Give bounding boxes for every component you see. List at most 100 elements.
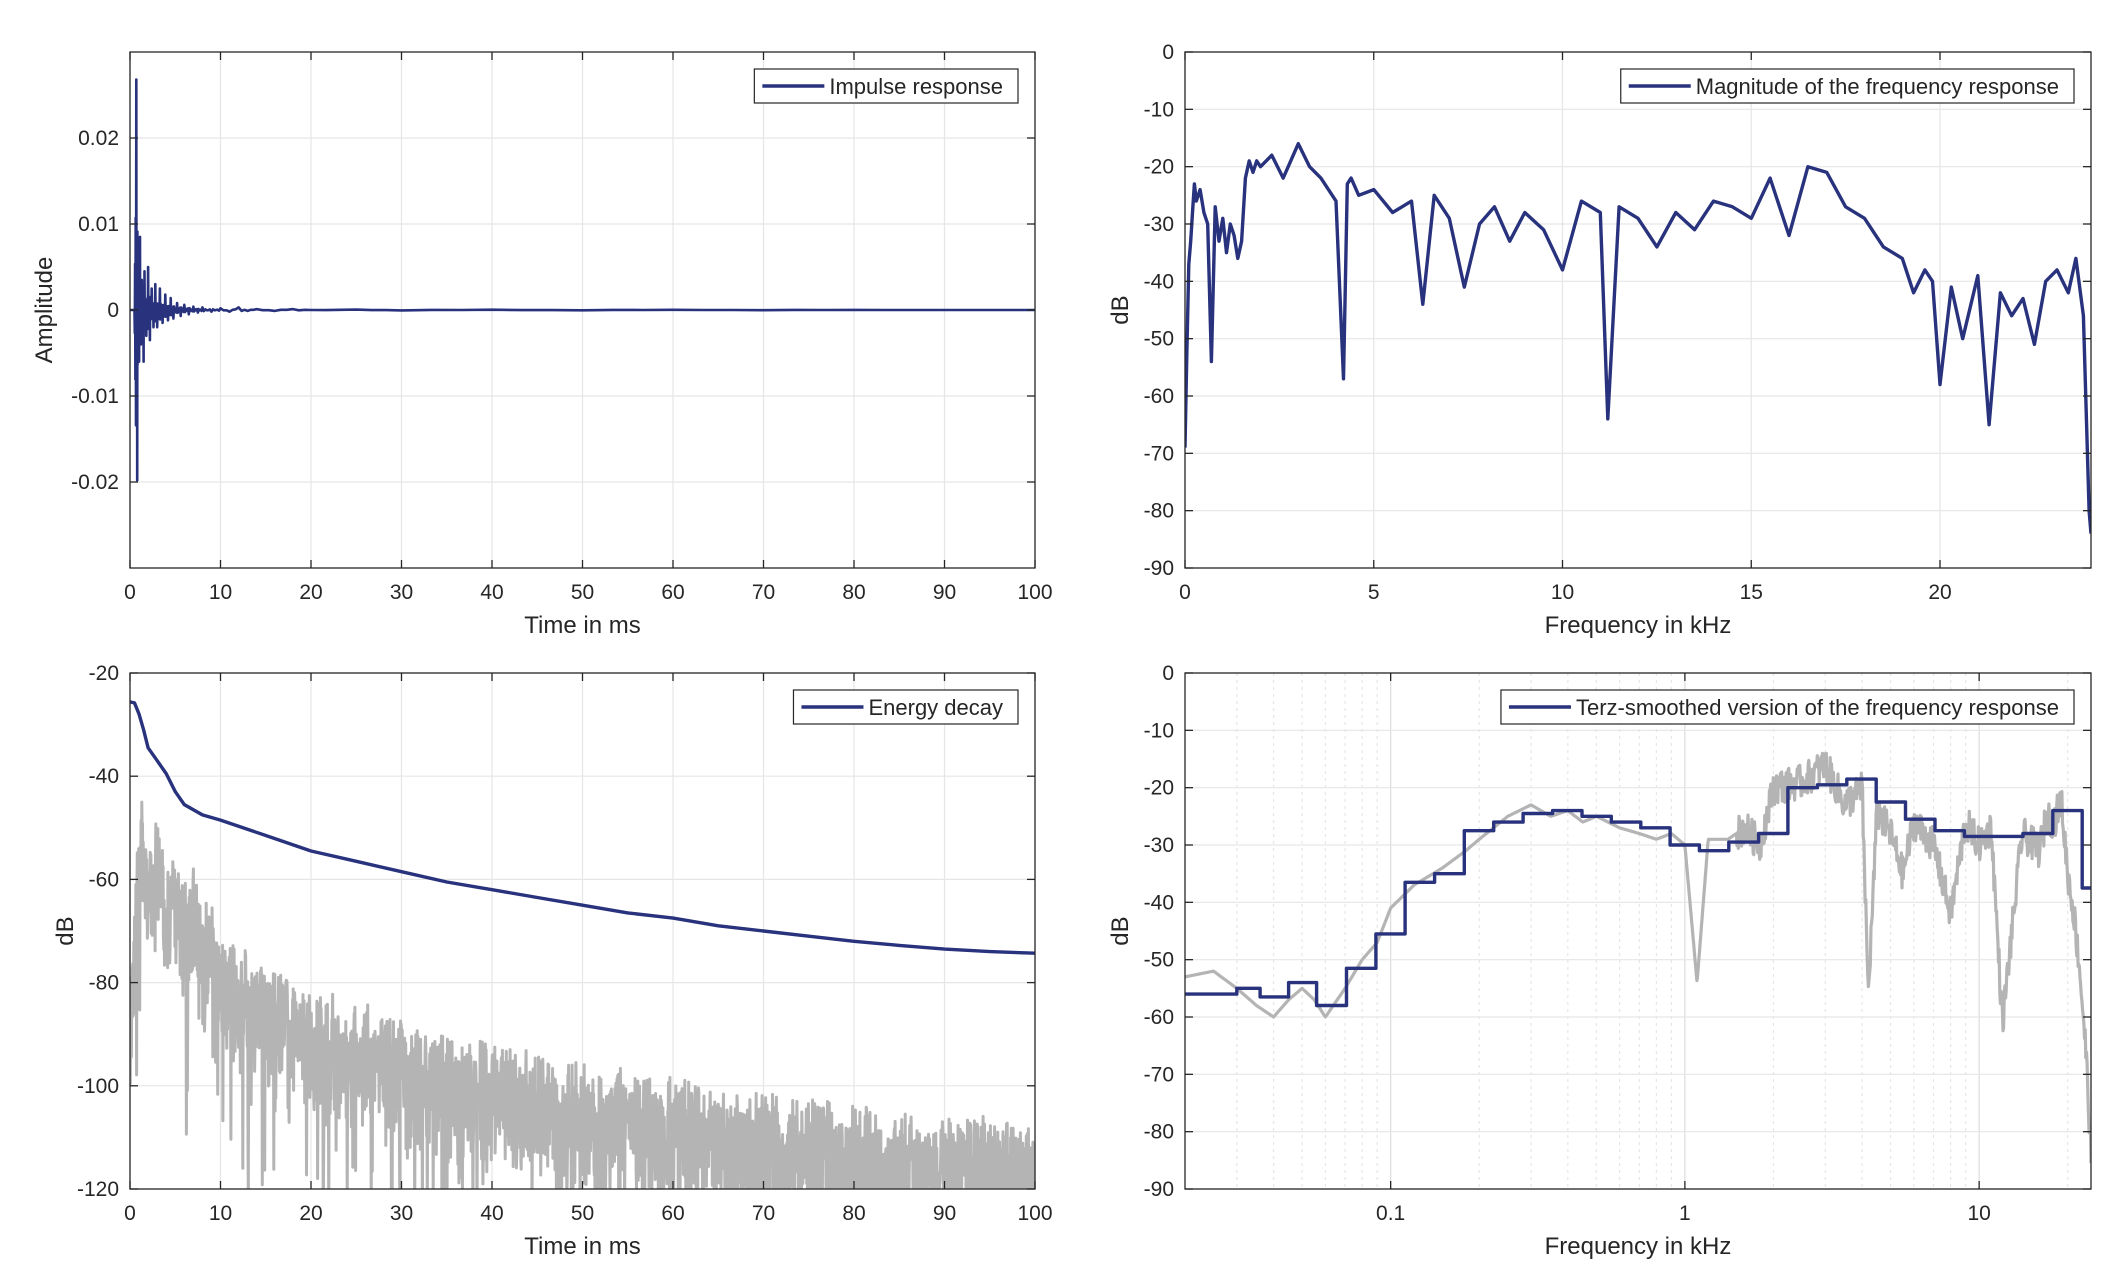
y-tick-label: 0.02 bbox=[78, 127, 119, 150]
series-line bbox=[130, 78, 1035, 482]
x-tick-label: 0 bbox=[124, 581, 136, 604]
x-tick-label: 20 bbox=[299, 581, 322, 604]
y-tick-label: 0 bbox=[1162, 662, 1174, 685]
x-tick-label: 20 bbox=[1928, 581, 1951, 604]
legend-label: Energy decay bbox=[868, 695, 1003, 720]
y-tick-label: -100 bbox=[77, 1075, 119, 1098]
ticks: 0 10 20 30 40 50 60 70 80 90 100 -0.02 -0.01 0 0.01 0.0… bbox=[71, 52, 1053, 604]
y-tick-label: -10 bbox=[1144, 719, 1174, 742]
y-tick-label: -50 bbox=[1144, 949, 1174, 972]
y-tick-label: -20 bbox=[1144, 777, 1174, 800]
legend-box bbox=[1620, 68, 2075, 104]
y-tick-label: -40 bbox=[1144, 891, 1174, 914]
y-tick-label: -90 bbox=[1144, 557, 1174, 580]
x-tick-label: 30 bbox=[390, 1202, 413, 1225]
ticks: 0 10 20 30 40 50 60 70 80 90 100 -20 -40 -60 -80 -100 -1… bbox=[77, 662, 1053, 1225]
x-axis-label: Frequency in kHz bbox=[1545, 1233, 1732, 1260]
y-tick-label: -30 bbox=[1144, 834, 1174, 857]
y-tick-label: -40 bbox=[89, 765, 119, 788]
series-layer bbox=[130, 78, 1035, 482]
legend-label: Impulse response bbox=[829, 74, 1003, 99]
legend-box bbox=[1500, 689, 2075, 725]
legend: Energy decay bbox=[792, 689, 1019, 725]
x-tick-label: 40 bbox=[480, 581, 503, 604]
x-tick-label: 10 bbox=[1967, 1202, 1990, 1225]
y-tick-label: -80 bbox=[1144, 500, 1174, 523]
y-tick-label: -30 bbox=[1144, 213, 1174, 236]
y-tick-label: -20 bbox=[89, 662, 119, 685]
x-tick-label: 0 bbox=[1179, 581, 1191, 604]
x-tick-label: 40 bbox=[480, 1202, 503, 1225]
terz-smoothed-response-panel: 0.1 1 10 0 -10 -20 -30 -40 -50 -60 -70 -80 -90 Freque… bbox=[1107, 662, 2092, 1260]
x-tick-label: 100 bbox=[1017, 581, 1052, 604]
x-axis-label: Time in ms bbox=[524, 612, 640, 639]
legend: Terz-smoothed version of the frequency r… bbox=[1500, 689, 2075, 725]
x-axis-label: Frequency in kHz bbox=[1545, 612, 1732, 639]
x-tick-label: 70 bbox=[752, 1202, 775, 1225]
axes-box bbox=[1184, 672, 2092, 1190]
y-tick-label: -90 bbox=[1144, 1178, 1174, 1201]
x-axis-label: Time in ms bbox=[524, 1233, 640, 1260]
y-tick-label: -20 bbox=[1144, 156, 1174, 179]
legend-label: Terz-smoothed version of the frequency r… bbox=[1576, 695, 2059, 720]
y-axis-label: dB bbox=[52, 916, 79, 945]
y-tick-label: -80 bbox=[89, 972, 119, 995]
x-tick-label: 50 bbox=[571, 581, 594, 604]
series-layer bbox=[130, 700, 1035, 1189]
y-tick-label: -10 bbox=[1144, 98, 1174, 121]
legend: Magnitude of the frequency response bbox=[1620, 68, 2075, 104]
energy-decay-panel: 0 10 20 30 40 50 60 70 80 90 100 -20 -40 -60 -80 -100 -1… bbox=[52, 662, 1053, 1260]
y-axis-label: dB bbox=[1107, 295, 1134, 324]
impulse-response-panel: 0 10 20 30 40 50 60 70 80 90 100 -0.02 -0.01 0 0.01 0.0… bbox=[31, 51, 1053, 639]
y-tick-label: -40 bbox=[1144, 270, 1174, 293]
legend-label: Magnitude of the frequency response bbox=[1696, 74, 2059, 99]
y-tick-label: -60 bbox=[1144, 1006, 1174, 1029]
x-tick-label: 100 bbox=[1017, 1202, 1052, 1225]
series-line bbox=[1185, 777, 2091, 1008]
y-tick-label: 0 bbox=[1162, 41, 1174, 64]
y-tick-label: 0 bbox=[107, 299, 119, 322]
raw-series-line bbox=[1185, 751, 2091, 1164]
x-tick-label: 70 bbox=[752, 581, 775, 604]
x-tick-label: 80 bbox=[842, 1202, 865, 1225]
ticks: 0 5 10 15 20 0 -10 -20 -30 -40 -50 -60 -70 -80 -90 bbox=[1144, 41, 2091, 604]
y-tick-label: -0.02 bbox=[71, 471, 119, 494]
y-tick-label: -70 bbox=[1144, 442, 1174, 465]
y-axis-label: dB bbox=[1107, 916, 1134, 945]
y-axis-label: Amplitude bbox=[31, 257, 58, 364]
x-tick-label: 0.1 bbox=[1376, 1202, 1405, 1225]
series-layer bbox=[1185, 751, 2091, 1164]
plot-area bbox=[1185, 673, 2091, 1189]
x-tick-label: 80 bbox=[842, 581, 865, 604]
y-tick-label: -120 bbox=[77, 1178, 119, 1201]
raw-series-line bbox=[130, 800, 1035, 1189]
x-tick-label: 30 bbox=[390, 581, 413, 604]
y-tick-label: -50 bbox=[1144, 328, 1174, 351]
y-tick-label: -60 bbox=[89, 868, 119, 891]
legend: Impulse response bbox=[753, 68, 1019, 104]
x-tick-label: 90 bbox=[933, 581, 956, 604]
y-tick-label: -0.01 bbox=[71, 385, 119, 408]
x-tick-label: 60 bbox=[661, 581, 684, 604]
x-tick-label: 50 bbox=[571, 1202, 594, 1225]
x-tick-label: 5 bbox=[1368, 581, 1380, 604]
series-layer bbox=[1185, 141, 2091, 534]
y-tick-label: -70 bbox=[1144, 1063, 1174, 1086]
y-tick-label: -60 bbox=[1144, 385, 1174, 408]
x-tick-label: 90 bbox=[933, 1202, 956, 1225]
axes-box bbox=[1184, 51, 2092, 569]
x-tick-label: 10 bbox=[1551, 581, 1574, 604]
x-tick-label: 10 bbox=[209, 1202, 232, 1225]
magnitude-response-panel: 0 5 10 15 20 0 -10 -20 -30 -40 -50 -60 -70 -80 -90 Freq… bbox=[1107, 41, 2092, 639]
x-tick-label: 60 bbox=[661, 1202, 684, 1225]
ticks: 0.1 1 10 0 -10 -20 -30 -40 -50 -60 -70 -80 -90 bbox=[1144, 662, 2091, 1225]
x-tick-label: 15 bbox=[1740, 581, 1763, 604]
x-tick-label: 0 bbox=[124, 1202, 136, 1225]
series-line bbox=[1185, 141, 2091, 534]
x-tick-label: 10 bbox=[209, 581, 232, 604]
x-tick-label: 20 bbox=[299, 1202, 322, 1225]
x-tick-label: 1 bbox=[1679, 1202, 1691, 1225]
y-tick-label: -80 bbox=[1144, 1121, 1174, 1144]
y-tick-label: 0.01 bbox=[78, 213, 119, 236]
